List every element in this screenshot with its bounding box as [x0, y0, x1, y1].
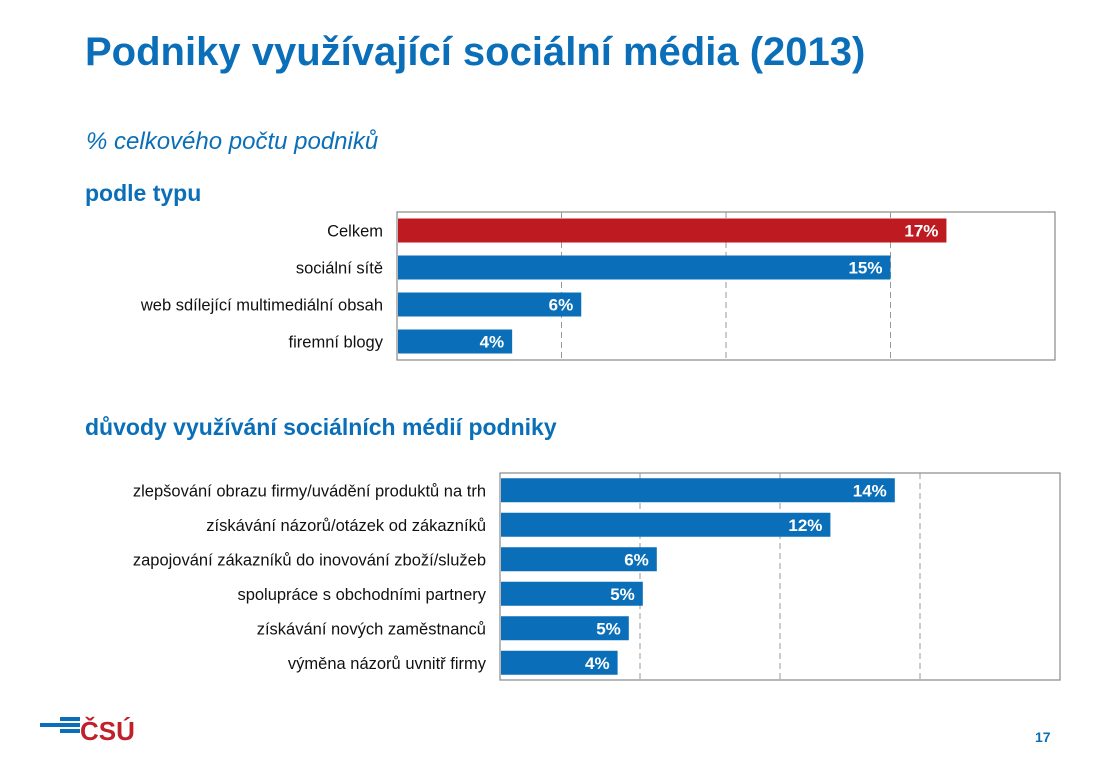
category-label: Celkem — [327, 223, 383, 241]
category-label: web sdílející multimediální obsah — [140, 297, 383, 315]
page-subtitle: % celkového počtu podniků — [86, 128, 379, 155]
bar — [398, 255, 891, 280]
data-label: 5% — [596, 619, 621, 638]
bar — [398, 292, 582, 317]
csu-logo-lines-icon — [40, 717, 80, 733]
data-label: 5% — [610, 585, 635, 604]
chart1-title: podle typu — [85, 180, 202, 206]
page-title: Podniky využívající sociální média (2013… — [85, 30, 866, 74]
data-label: 4% — [480, 333, 505, 352]
data-label: 12% — [788, 516, 822, 535]
category-label: získávání nových zaměstnanců — [257, 620, 486, 638]
chart2-title: důvody využívání sociálních médií podnik… — [85, 414, 557, 440]
bar — [501, 478, 895, 503]
csu-logo: ČSÚ — [80, 716, 135, 746]
bar — [501, 616, 629, 641]
data-label: 14% — [853, 481, 887, 500]
bar — [398, 218, 947, 243]
bar — [501, 547, 657, 572]
category-label: získávání názorů/otázek od zákazníků — [206, 517, 486, 535]
category-label: spolupráce s obchodními partnery — [237, 586, 486, 604]
page-number: 17 — [1035, 729, 1051, 745]
data-label: 15% — [848, 259, 882, 278]
bar — [501, 650, 618, 675]
data-label: 6% — [624, 550, 649, 569]
data-label: 4% — [585, 654, 610, 673]
category-label: zapojování zákazníků do inovování zboží/… — [133, 551, 486, 569]
category-label: výměna názorů uvnitř firmy — [288, 655, 487, 673]
bar — [501, 512, 831, 537]
category-label: sociální sítě — [296, 260, 383, 278]
data-label: 17% — [904, 222, 938, 241]
category-label: zlepšování obrazu firmy/uvádění produktů… — [133, 482, 486, 500]
bar — [501, 581, 643, 606]
bar — [398, 329, 513, 354]
category-label: firemní blogy — [289, 334, 384, 352]
data-label: 6% — [549, 296, 574, 315]
